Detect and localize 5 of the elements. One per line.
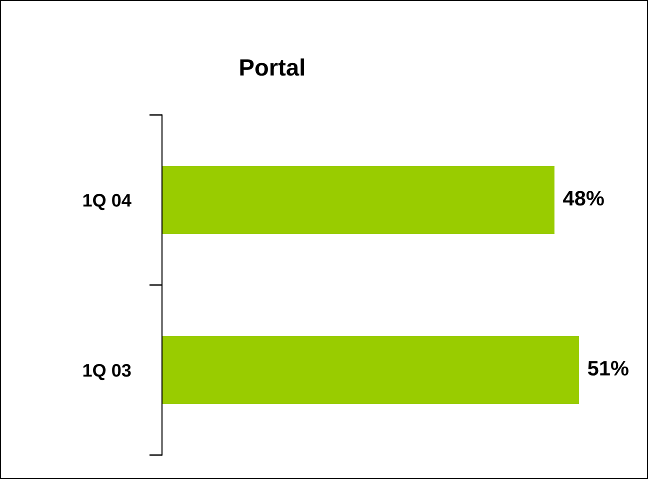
- y-tick-label: 1Q 03: [83, 364, 131, 380]
- y-tick-label: 1Q 04: [83, 194, 132, 210]
- chart-title: Portal: [240, 58, 304, 76]
- data-label: 48%: [563, 190, 604, 206]
- data-label: 51%: [588, 360, 628, 376]
